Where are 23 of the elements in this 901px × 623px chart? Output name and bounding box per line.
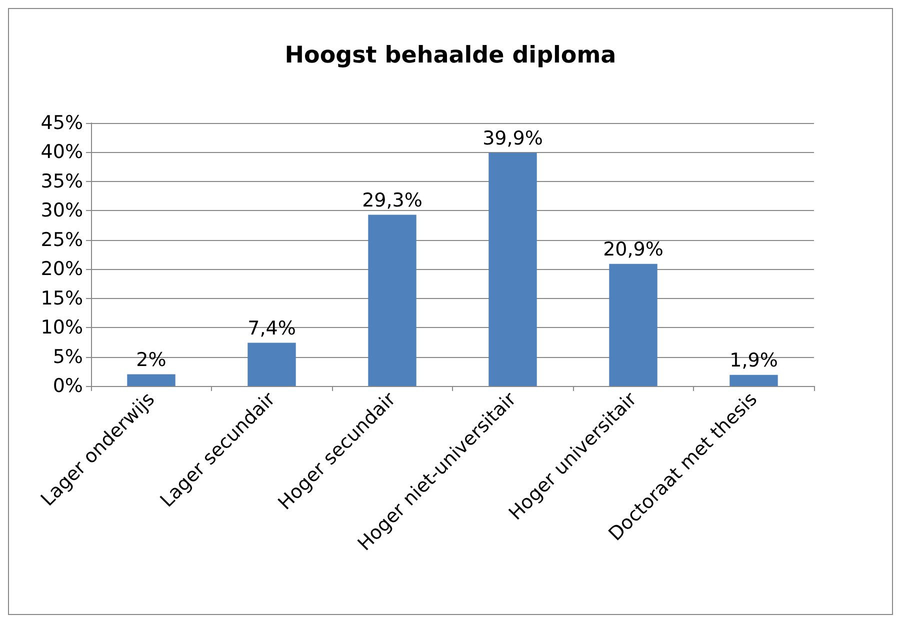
bar (609, 264, 658, 386)
bar (127, 374, 176, 386)
y-tick-label: 0% (52, 375, 83, 397)
bar (368, 214, 416, 386)
data-label: 39,9% (482, 127, 543, 150)
y-tick-label: 10% (40, 316, 83, 339)
y-tick-label: 30% (40, 200, 83, 222)
data-label: 2% (136, 348, 166, 371)
bar (248, 342, 296, 386)
bar (730, 374, 778, 386)
data-label: 1,9% (730, 349, 778, 372)
y-tick-label: 20% (40, 258, 83, 280)
y-tick-label: 45% (40, 112, 83, 134)
y-tick-label: 15% (40, 287, 83, 310)
y-tick-label: 40% (40, 141, 83, 164)
y-tick-label: 35% (40, 170, 83, 192)
y-tick-label: 25% (40, 228, 83, 251)
y-tick-label: 5% (52, 346, 83, 368)
bar (488, 152, 537, 386)
data-label: 20,9% (603, 238, 664, 260)
chart-title: Hoogst behaalde diploma (284, 42, 616, 68)
data-label: 29,3% (362, 189, 422, 212)
data-label: 7,4% (248, 317, 296, 340)
